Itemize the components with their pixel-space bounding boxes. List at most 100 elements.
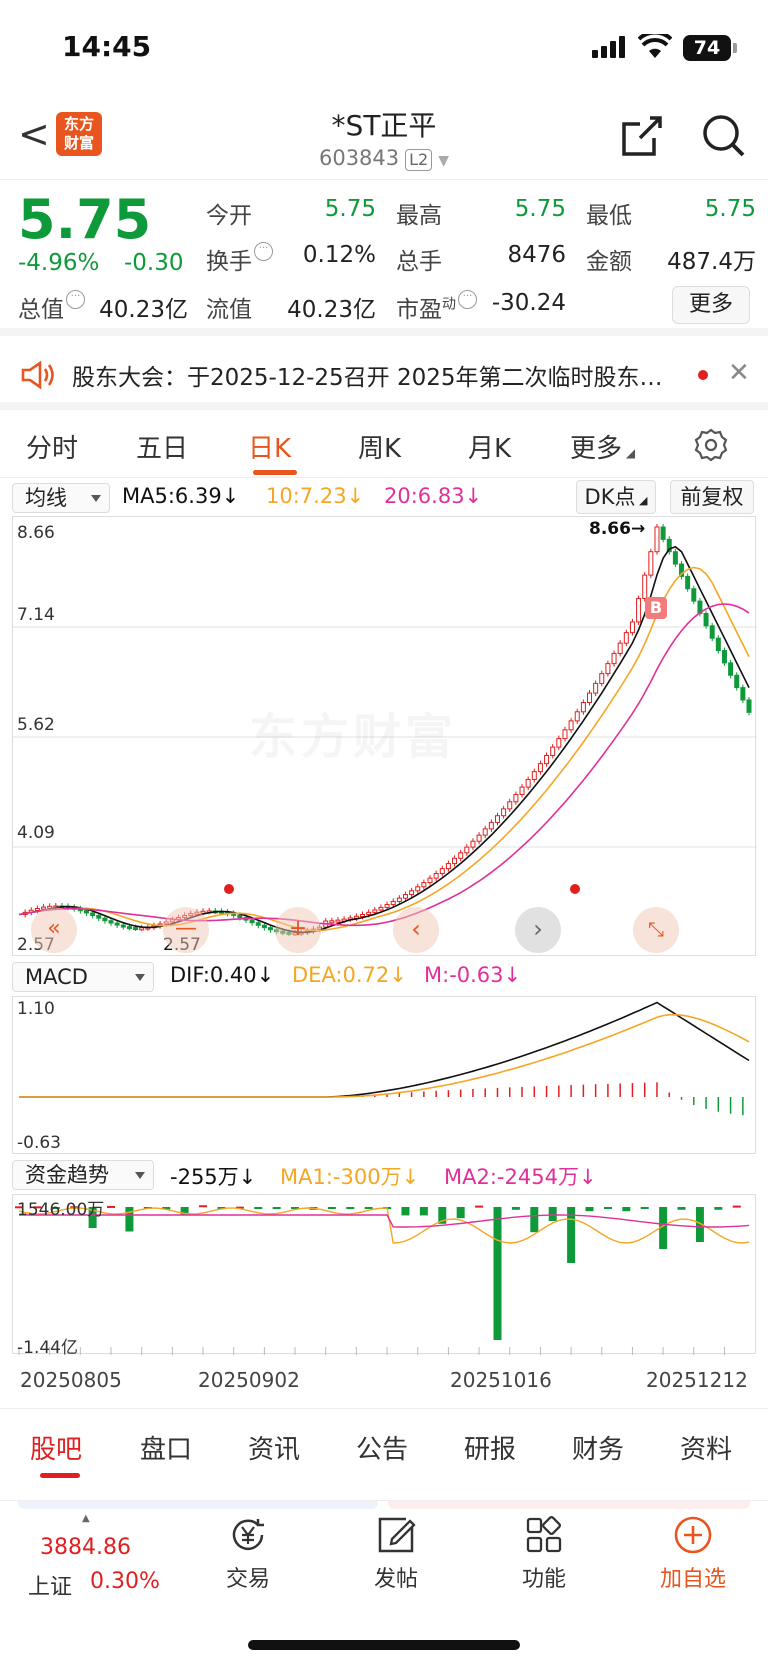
- candle-body: [102, 917, 108, 922]
- plus-button[interactable]: +: [275, 907, 321, 953]
- close-icon[interactable]: ✕: [728, 358, 750, 388]
- tab-announcement[interactable]: 公告: [356, 1435, 409, 1465]
- gear-icon[interactable]: [694, 428, 728, 462]
- fund-ma2-label: MA2:-2454万↓: [444, 1165, 597, 1189]
- tab-monthly-k[interactable]: 月K: [468, 434, 512, 464]
- candle-body: [531, 771, 537, 780]
- tab-more[interactable]: 更多 ◢: [570, 434, 636, 464]
- turnover-value: 0.12%: [302, 242, 376, 268]
- fund-chart[interactable]: 1546.00万 -1.44亿: [12, 1194, 756, 1358]
- ma-selector[interactable]: 均线: [12, 483, 110, 513]
- candle-body: [642, 574, 648, 600]
- tab-guba[interactable]: 股吧: [30, 1435, 83, 1465]
- candle-body: [740, 687, 746, 701]
- ma20-line: [18, 603, 750, 927]
- tab-news[interactable]: 资讯: [248, 1435, 301, 1465]
- tab-pankou[interactable]: 盘口: [140, 1435, 193, 1465]
- fullscreen-icon[interactable]: ⤡: [633, 907, 679, 953]
- turnover-label[interactable]: 换手···: [206, 242, 273, 276]
- candle-body: [507, 801, 513, 810]
- candle-body: [458, 852, 464, 859]
- index-widget[interactable]: ▲ 3884.86 上证 0.30%: [20, 1513, 160, 1600]
- fund-bar: [603, 1207, 612, 1209]
- plus-circle-icon: [674, 1516, 712, 1554]
- x-label: 20250805: [20, 1368, 122, 1392]
- fund-bar: [493, 1207, 502, 1340]
- fund-bar: [714, 1207, 723, 1210]
- post-button[interactable]: 发帖: [356, 1515, 436, 1595]
- tab-profile[interactable]: 资料: [680, 1435, 733, 1465]
- chevron-right-icon[interactable]: ›: [515, 907, 561, 953]
- candle-body: [34, 907, 40, 911]
- tab-daily-k[interactable]: 日K: [248, 434, 292, 464]
- last-price: 5.75: [18, 188, 152, 251]
- candle-body: [255, 922, 261, 926]
- post-label: 发帖: [373, 1567, 418, 1592]
- candle-body: [556, 738, 562, 748]
- turnover-label-text: 换手: [206, 249, 252, 275]
- candle-body: [494, 815, 500, 823]
- fund-bar: [622, 1207, 631, 1212]
- fund-bar: [327, 1207, 336, 1209]
- zoom-out-button[interactable]: «: [31, 907, 77, 953]
- candle-body: [525, 778, 531, 788]
- candle-body: [685, 575, 691, 590]
- tab-weekly-k[interactable]: 周K: [358, 434, 402, 464]
- x-label: 20251212: [646, 1368, 748, 1392]
- fund-trend-selector[interactable]: 资金趋势: [12, 1160, 154, 1190]
- fund-bar: [199, 1205, 208, 1208]
- notice-text: 股东大会：于2025-12-25召开 2025年第二次临时股东大会: [72, 365, 682, 391]
- function-button[interactable]: 功能: [504, 1515, 584, 1595]
- dif-label: DIF:0.40↓: [170, 963, 275, 987]
- macd-chart[interactable]: 1.10 -0.63: [12, 996, 756, 1154]
- share-icon[interactable]: [620, 114, 664, 158]
- candle-body: [544, 754, 550, 765]
- ma5-label: MA5:6.39↓: [122, 484, 240, 508]
- tab-intraday[interactable]: 分时: [26, 434, 79, 464]
- signal-icon: [592, 36, 625, 58]
- candle-body: [679, 563, 685, 577]
- chevron-left-icon[interactable]: ‹: [393, 907, 439, 953]
- app-logo: 东方 财富: [56, 112, 102, 156]
- max-price-annotation: 8.66→: [589, 519, 646, 539]
- fund-bar: [695, 1207, 704, 1242]
- candle-body: [568, 720, 574, 731]
- tab-5day[interactable]: 五日: [136, 434, 189, 464]
- fund-ma1-line: [18, 1207, 750, 1244]
- y-tick: 1546.00万: [17, 1200, 105, 1220]
- tab-finance[interactable]: 财务: [572, 1435, 625, 1465]
- notice-bar[interactable]: 股东大会：于2025-12-25召开 2025年第二次临时股东大会 ✕: [0, 344, 768, 410]
- stock-code-row[interactable]: 603843 L2 ▼: [0, 146, 768, 171]
- candle-body: [636, 598, 642, 623]
- fund-bar: [419, 1207, 428, 1216]
- fund-bar: [15, 1206, 23, 1209]
- candle-body: [133, 927, 139, 931]
- wifi-icon: [638, 34, 672, 58]
- back-button[interactable]: <: [18, 112, 50, 156]
- add-watchlist-button[interactable]: 加自选: [648, 1515, 738, 1595]
- candle-body: [660, 526, 666, 540]
- search-icon[interactable]: [702, 114, 746, 158]
- candle-body: [709, 625, 715, 639]
- fund-bar: [272, 1207, 281, 1209]
- y-tick: 7.14: [17, 605, 55, 625]
- macd-selector[interactable]: MACD: [12, 962, 154, 992]
- marker-dot: [224, 884, 234, 894]
- dk-point-button[interactable]: DK点 ◢: [576, 480, 656, 514]
- tab-research[interactable]: 研报: [464, 1435, 517, 1465]
- minus-button[interactable]: —: [163, 907, 209, 953]
- pe-label[interactable]: 市盈动 ···: [396, 290, 477, 324]
- low-label: 最低: [586, 203, 632, 229]
- trade-button[interactable]: 交易: [208, 1515, 288, 1595]
- status-bar: 14:45 74: [0, 0, 768, 96]
- more-button[interactable]: 更多: [672, 286, 750, 324]
- fund-bar: [107, 1205, 116, 1208]
- adjust-button[interactable]: 前复权: [670, 480, 754, 514]
- candle-body: [513, 794, 519, 803]
- fund-bar: [475, 1205, 484, 1208]
- candle-body: [715, 637, 721, 652]
- volume-label: 总手: [396, 249, 442, 275]
- mktcap-label[interactable]: 总值···: [18, 290, 85, 324]
